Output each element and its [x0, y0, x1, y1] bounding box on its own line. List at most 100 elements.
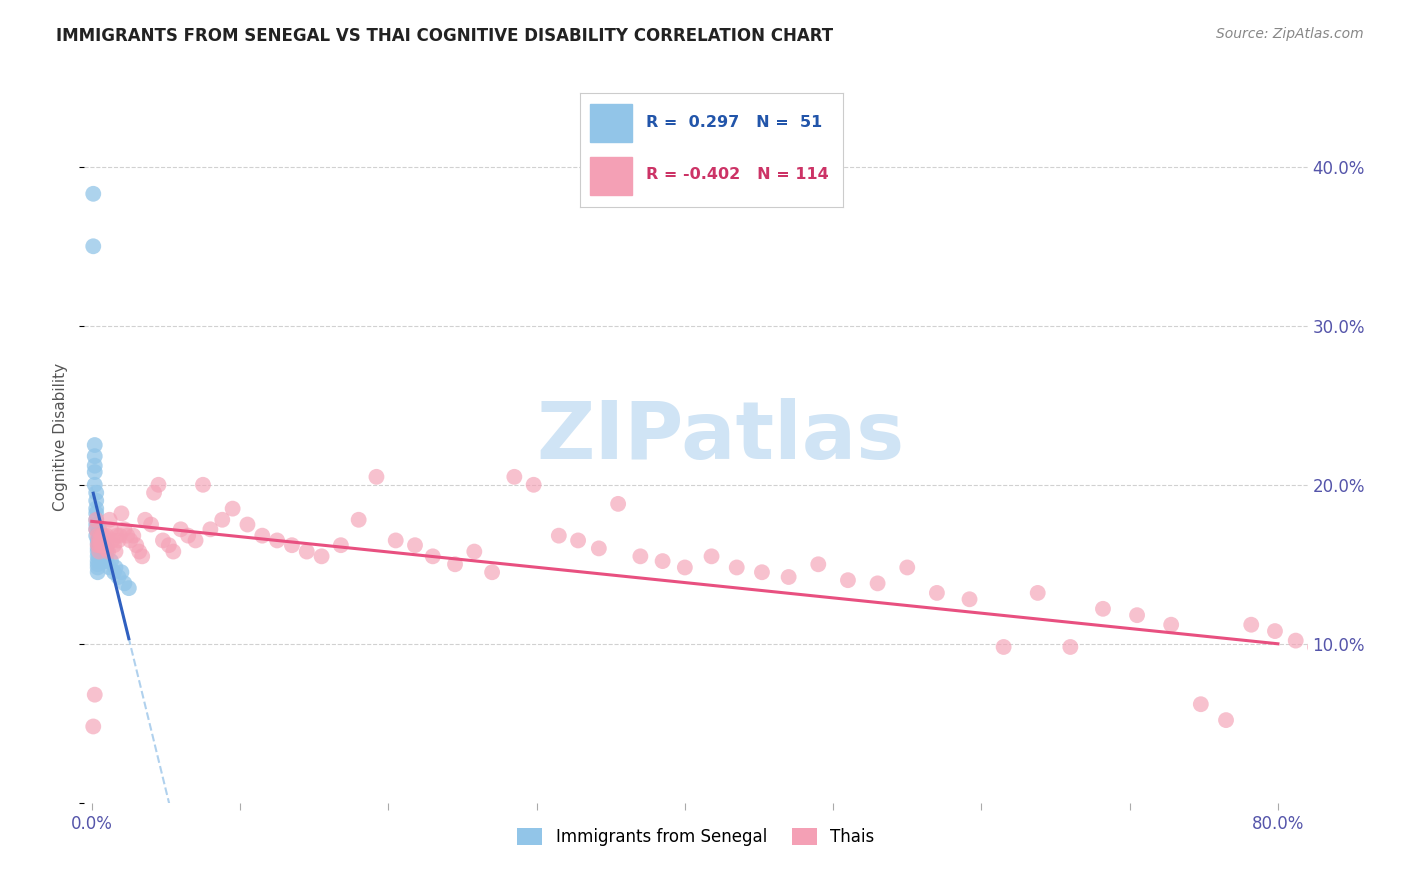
- Point: [84, 529, 107, 543]
- Point: [96, 554, 118, 568]
- Point: [177, 529, 200, 543]
- Point: [607, 497, 630, 511]
- Point: [91, 538, 114, 552]
- Point: [191, 477, 214, 491]
- Point: [83, 465, 105, 479]
- Point: [366, 470, 388, 484]
- Point: [959, 592, 981, 607]
- Point: [422, 549, 444, 564]
- Text: ZIPatlas: ZIPatlas: [536, 398, 904, 476]
- Point: [82, 719, 104, 733]
- Point: [1160, 617, 1182, 632]
- Point: [84, 485, 107, 500]
- Point: [89, 533, 111, 548]
- Point: [547, 529, 569, 543]
- Point: [104, 544, 127, 558]
- Point: [91, 549, 114, 564]
- Text: IMMIGRANTS FROM SENEGAL VS THAI COGNITIVE DISABILITY CORRELATION CHART: IMMIGRANTS FROM SENEGAL VS THAI COGNITIV…: [56, 27, 834, 45]
- Point: [1323, 649, 1346, 664]
- Point: [94, 533, 117, 548]
- Point: [128, 544, 150, 558]
- Point: [86, 533, 108, 548]
- Point: [673, 560, 696, 574]
- Point: [481, 566, 503, 580]
- Point: [118, 581, 141, 595]
- Text: Source: ZipAtlas.com: Source: ZipAtlas.com: [1216, 27, 1364, 41]
- Point: [93, 554, 115, 568]
- Point: [91, 529, 114, 543]
- Point: [1189, 697, 1212, 711]
- Point: [725, 560, 748, 574]
- Point: [86, 566, 108, 580]
- Point: [1382, 672, 1405, 686]
- Point: [101, 533, 124, 548]
- Point: [84, 513, 107, 527]
- Point: [98, 560, 121, 574]
- Point: [993, 640, 1015, 654]
- Point: [1215, 713, 1237, 727]
- Point: [266, 533, 288, 548]
- Point: [100, 522, 122, 536]
- Point: [143, 485, 166, 500]
- Point: [91, 544, 114, 558]
- Point: [93, 544, 115, 558]
- Point: [567, 533, 589, 548]
- Point: [89, 538, 111, 552]
- Point: [295, 544, 318, 558]
- Point: [523, 477, 546, 491]
- Point: [91, 538, 114, 552]
- Point: [807, 558, 830, 572]
- Point: [90, 544, 112, 558]
- Point: [503, 470, 526, 484]
- Point: [103, 566, 125, 580]
- Point: [108, 529, 131, 543]
- Point: [152, 533, 174, 548]
- Point: [628, 549, 651, 564]
- Point: [84, 507, 107, 521]
- Point: [83, 449, 105, 463]
- Point: [104, 560, 127, 574]
- Point: [281, 538, 304, 552]
- Point: [125, 538, 148, 552]
- Point: [86, 549, 108, 564]
- Point: [1303, 640, 1326, 654]
- Point: [107, 570, 129, 584]
- Point: [84, 513, 107, 527]
- Point: [112, 522, 135, 536]
- Point: [1026, 586, 1049, 600]
- Point: [86, 541, 108, 556]
- Point: [86, 536, 108, 550]
- Point: [86, 558, 108, 572]
- Point: [94, 549, 117, 564]
- Point: [1264, 624, 1286, 638]
- Point: [896, 560, 918, 574]
- Point: [96, 544, 118, 558]
- Point: [89, 544, 111, 558]
- Point: [384, 533, 406, 548]
- Point: [86, 560, 108, 574]
- Point: [90, 533, 112, 548]
- Point: [89, 538, 111, 552]
- Point: [1344, 656, 1367, 670]
- Point: [162, 544, 184, 558]
- Point: [1091, 602, 1114, 616]
- Point: [651, 554, 673, 568]
- Point: [94, 541, 117, 556]
- Point: [1059, 640, 1081, 654]
- Point: [778, 570, 800, 584]
- Legend: Immigrants from Senegal, Thais: Immigrants from Senegal, Thais: [510, 822, 882, 853]
- Point: [1400, 681, 1406, 696]
- Point: [83, 438, 105, 452]
- Point: [148, 477, 170, 491]
- Point: [89, 529, 111, 543]
- Point: [112, 576, 135, 591]
- Point: [252, 529, 274, 543]
- Point: [200, 522, 222, 536]
- Point: [157, 538, 180, 552]
- Point: [98, 513, 121, 527]
- Point: [866, 576, 889, 591]
- Point: [84, 517, 107, 532]
- Point: [347, 513, 370, 527]
- Point: [83, 477, 105, 491]
- Point: [751, 566, 773, 580]
